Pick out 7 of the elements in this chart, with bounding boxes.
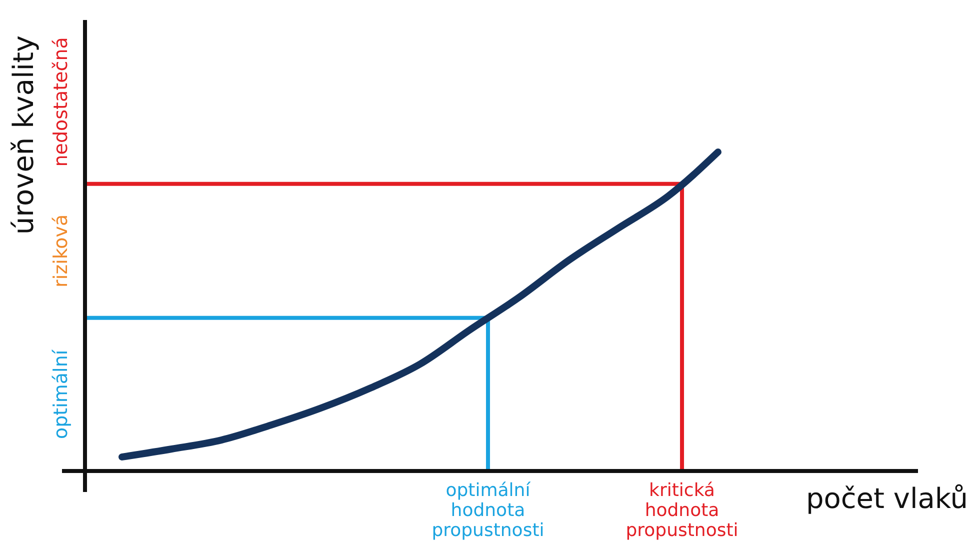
text: optimální	[50, 349, 72, 440]
text: nedostatečná	[50, 37, 72, 167]
text: kritická hodnota propustnosti	[626, 480, 738, 541]
y-axis-title: úroveň kvality	[7, 35, 40, 235]
text: riziková	[50, 214, 72, 288]
text: optimální hodnota propustnosti	[432, 480, 544, 541]
x-axis-title: počet vlaků	[806, 482, 968, 515]
